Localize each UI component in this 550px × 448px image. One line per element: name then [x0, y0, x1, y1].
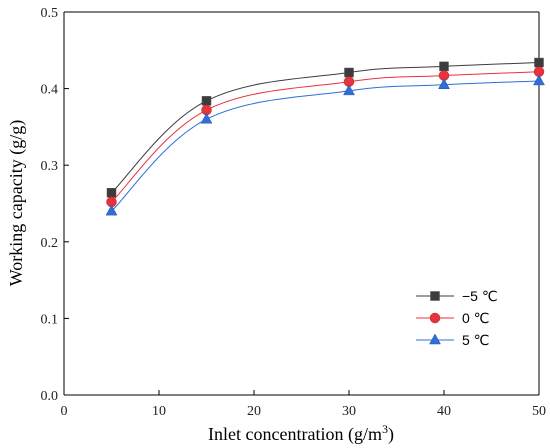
x-axis-title: Inlet concentration (g/m3) [208, 422, 394, 445]
y-tick-label: 0.1 [41, 312, 59, 327]
y-tick-label: 0.4 [41, 83, 59, 98]
x-tick-label: 50 [532, 404, 546, 419]
data-point [200, 112, 213, 124]
x-tick-label: 20 [247, 404, 261, 419]
y-ticks: 0.0 0.1 0.2 0.3 0.4 0.5 [41, 6, 69, 404]
y-tick-label: 0.0 [41, 389, 59, 404]
legend-item: 5 ℃ [416, 332, 489, 348]
series-1 [106, 66, 545, 208]
data-point [533, 74, 545, 86]
legend-marker [429, 312, 441, 324]
series-line [111, 80, 540, 212]
legend-label: 5 ℃ [462, 332, 489, 348]
x-axis-title-end: ) [388, 424, 394, 445]
data-point [106, 188, 117, 198]
y-tick-label: 0.3 [41, 159, 59, 174]
data-point [438, 78, 450, 90]
legend-marker [429, 333, 441, 345]
series-line [111, 62, 540, 194]
y-tick-label: 0.5 [41, 6, 59, 21]
x-ticks: 0 10 20 30 40 50 [61, 390, 546, 419]
legend-marker [430, 291, 440, 301]
data-point [439, 61, 449, 72]
series-0 [106, 57, 544, 198]
data-point [105, 204, 118, 216]
legend-item: −5 ℃ [416, 288, 498, 304]
series-layer [105, 57, 545, 216]
legend: −5 ℃ 0 ℃ 5 ℃ [416, 288, 498, 348]
series-2 [105, 74, 545, 216]
x-tick-label: 30 [342, 404, 356, 419]
y-axis-title: Working capacity (g/g) [6, 120, 27, 287]
data-point [534, 57, 544, 68]
y-tick-label: 0.2 [41, 236, 59, 251]
legend-label: 0 ℃ [462, 310, 489, 326]
legend-item: 0 ℃ [416, 310, 489, 326]
x-tick-label: 10 [152, 404, 166, 419]
legend-label: −5 ℃ [462, 288, 498, 304]
data-point [201, 96, 212, 106]
x-axis-title-sup: 3 [382, 422, 388, 436]
x-tick-label: 40 [437, 404, 451, 419]
data-point [344, 67, 354, 78]
x-tick-label: 0 [61, 404, 68, 419]
data-point [343, 84, 355, 96]
series-line [111, 71, 540, 203]
